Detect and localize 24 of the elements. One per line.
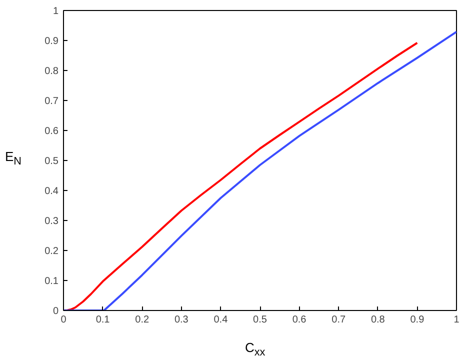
y-axis-title: E$_{N}$ bbox=[5, 149, 22, 169]
x-axis-title: C$_{xx}$ bbox=[245, 340, 266, 360]
x-tick-label: 0.9 bbox=[410, 314, 425, 326]
x-tick-label: 0.8 bbox=[370, 314, 386, 326]
x-tick-label: 0.2 bbox=[135, 314, 150, 326]
x-tick-label: 0.4 bbox=[214, 314, 228, 326]
y-tick-label: 0.1 bbox=[44, 276, 59, 287]
y-tick-label: 0.4 bbox=[44, 186, 59, 197]
x-tick-label: 0 bbox=[60, 314, 67, 326]
y-tick-label: 0.5 bbox=[44, 156, 59, 167]
y-tick-label: 0.9 bbox=[44, 36, 59, 47]
x-tick-label: 0.6 bbox=[292, 314, 307, 326]
y-tick-label: 1 bbox=[52, 6, 59, 17]
x-tick-label: 0.5 bbox=[253, 314, 268, 326]
y-tick-label: 0.8 bbox=[44, 66, 59, 77]
x-tick-label: 0.3 bbox=[174, 314, 189, 326]
y-tick-label: 0.3 bbox=[44, 216, 59, 227]
y-tick-label: 0.2 bbox=[44, 246, 59, 257]
y-tick-label: 0 bbox=[52, 306, 59, 317]
x-tick-label: 0.7 bbox=[332, 314, 346, 326]
x-tick-label: 1 bbox=[454, 314, 460, 326]
y-tick-label: 0.7 bbox=[44, 96, 59, 107]
y-tick-label: 0.6 bbox=[44, 126, 59, 137]
x-tick-label: 0.1 bbox=[96, 314, 110, 326]
